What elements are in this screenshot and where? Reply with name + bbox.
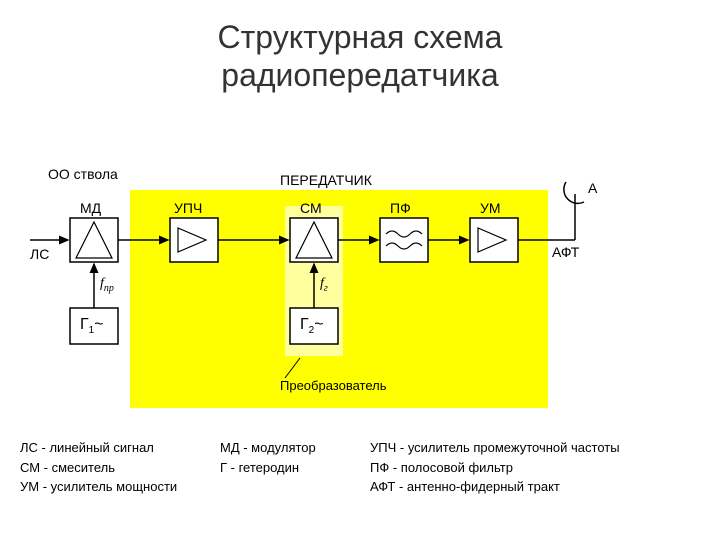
legend-g: Г - гетеродин xyxy=(220,458,370,478)
legend-empty xyxy=(220,477,370,497)
legend-sm: СМ - смеситель xyxy=(20,458,220,478)
legend-aft: АФТ - антенно-фидерный тракт xyxy=(370,477,710,497)
title-line2: радиопередатчика xyxy=(0,56,720,94)
legend-upch: УПЧ - усилитель промежуточной частоты xyxy=(370,438,710,458)
label-a: А xyxy=(588,180,597,196)
legend-pf: ПФ - полосовой фильтр xyxy=(370,458,710,478)
title-line1: Структурная схема xyxy=(0,18,720,56)
block-diagram: ОО ствола ПЕРЕДАТЧИК МД УПЧ СМ ПФ УМ ЛС … xyxy=(0,158,720,418)
label-g2: Г2~ xyxy=(300,316,324,336)
legend-um: УМ - усилитель мощности xyxy=(20,477,220,497)
legend-ls: ЛС - линейный сигнал xyxy=(20,438,220,458)
legend-md: МД - модулятор xyxy=(220,438,370,458)
diagram-svg xyxy=(0,158,720,418)
label-g1: Г1~ xyxy=(80,316,104,336)
legend: ЛС - линейный сигнал МД - модулятор УПЧ … xyxy=(20,438,710,497)
